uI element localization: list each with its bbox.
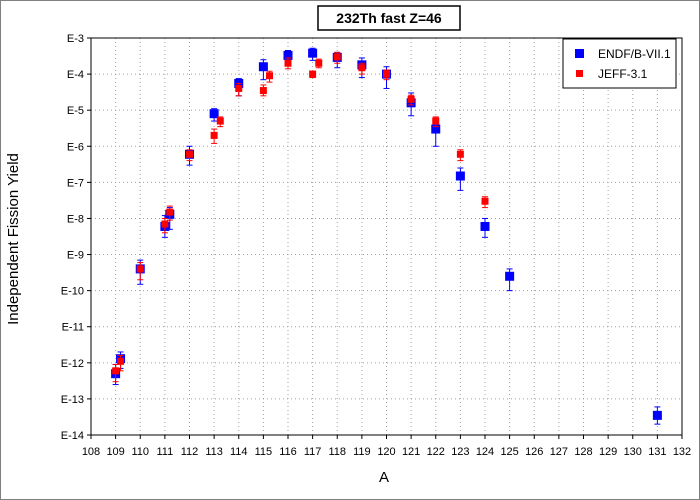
x-tick-label: 129 xyxy=(599,446,617,458)
data-point xyxy=(266,72,274,80)
data-point xyxy=(481,197,489,205)
data-point xyxy=(216,117,224,125)
y-tick-label: E-9 xyxy=(67,250,84,262)
chart-title: 232Th fast Z=46 xyxy=(336,10,442,26)
data-point xyxy=(112,367,120,375)
x-tick-label: 128 xyxy=(574,446,592,458)
x-tick-label: 120 xyxy=(377,446,395,458)
data-point xyxy=(432,117,440,125)
legend-label-endf: ENDF/B-VII.1 xyxy=(598,47,671,61)
y-tick-label: E-13 xyxy=(61,394,84,406)
x-tick-label: 118 xyxy=(328,446,346,458)
x-tick-label: 125 xyxy=(500,446,518,458)
y-tick-label: E-8 xyxy=(67,213,84,225)
chart-title-box xyxy=(317,5,461,31)
data-point xyxy=(431,124,441,134)
y-axis: E-3 E-4 E-5 E-6 E-7 E-8 E-9 E-10 E-11 E-12 E-13 E-1… xyxy=(61,33,91,442)
data-point xyxy=(505,271,515,281)
legend-box xyxy=(562,38,677,89)
data-point xyxy=(235,84,243,92)
x-tick-label: 115 xyxy=(255,446,273,458)
data-point xyxy=(136,265,144,273)
y-tick-label: E-5 xyxy=(67,105,84,117)
data-point xyxy=(383,70,390,78)
x-tick-label: 127 xyxy=(550,446,568,458)
marks xyxy=(111,47,662,425)
x-tick-label: 117 xyxy=(304,446,322,458)
x-tick-label: 126 xyxy=(525,446,543,458)
data-point xyxy=(258,62,268,72)
x-axis-label: A xyxy=(379,469,389,486)
x-tick-label: 124 xyxy=(476,446,494,458)
data-point xyxy=(652,410,662,420)
x-tick-label: 116 xyxy=(279,446,297,458)
x-tick-label: 130 xyxy=(624,446,642,458)
data-point xyxy=(117,357,125,365)
data-point xyxy=(186,150,193,158)
x-tick-label: 110 xyxy=(131,446,149,458)
x-tick-label: 122 xyxy=(427,446,445,458)
x-tick-label: 114 xyxy=(230,446,248,458)
x-tick-label: 111 xyxy=(157,446,174,458)
y-tick-label: E-10 xyxy=(61,286,84,298)
data-point xyxy=(283,50,293,60)
data-point xyxy=(209,109,219,119)
x-tick-label: 119 xyxy=(353,446,371,458)
data-point xyxy=(161,220,169,228)
y-tick-label: E-14 xyxy=(61,430,84,442)
data-point xyxy=(284,59,292,67)
legend-marker-endf xyxy=(575,49,584,58)
y-tick-label: E-3 xyxy=(67,33,84,45)
x-tick-label: 109 xyxy=(106,446,124,458)
data-point xyxy=(210,131,218,139)
data-point xyxy=(455,171,465,181)
series-jeff xyxy=(112,51,489,383)
data-point xyxy=(333,53,341,61)
y-tick-label: E-4 xyxy=(67,69,84,81)
y-axis-label: Independent Fission Yield xyxy=(5,153,22,325)
data-point xyxy=(407,95,415,103)
y-tick-label: E-12 xyxy=(61,358,84,370)
data-point xyxy=(308,48,318,58)
x-tick-label: 113 xyxy=(205,446,223,458)
data-point xyxy=(309,70,317,78)
x-axis: 108 109 110 111 112 113 114 115 116 117 118 119 120 1… xyxy=(82,435,691,458)
y-tick-label: E-7 xyxy=(67,177,84,189)
y-tick-label: E-6 xyxy=(67,141,84,153)
data-point xyxy=(358,64,366,72)
legend: ENDF/B-VII.1 JEFF-3.1 xyxy=(562,38,677,89)
x-tick-label: 121 xyxy=(402,446,420,458)
x-tick-label: 108 xyxy=(82,446,100,458)
x-tick-label: 132 xyxy=(673,446,691,458)
data-point xyxy=(166,208,174,216)
data-point xyxy=(259,87,267,95)
x-tick-label: 131 xyxy=(648,446,666,458)
legend-label-jeff: JEFF-3.1 xyxy=(598,67,648,81)
data-point xyxy=(480,221,490,231)
data-point xyxy=(315,59,323,67)
legend-marker-jeff xyxy=(576,70,583,77)
x-tick-label: 123 xyxy=(451,446,469,458)
data-point xyxy=(456,150,464,158)
x-tick-label: 112 xyxy=(181,446,199,458)
y-tick-label: E-11 xyxy=(62,322,84,334)
